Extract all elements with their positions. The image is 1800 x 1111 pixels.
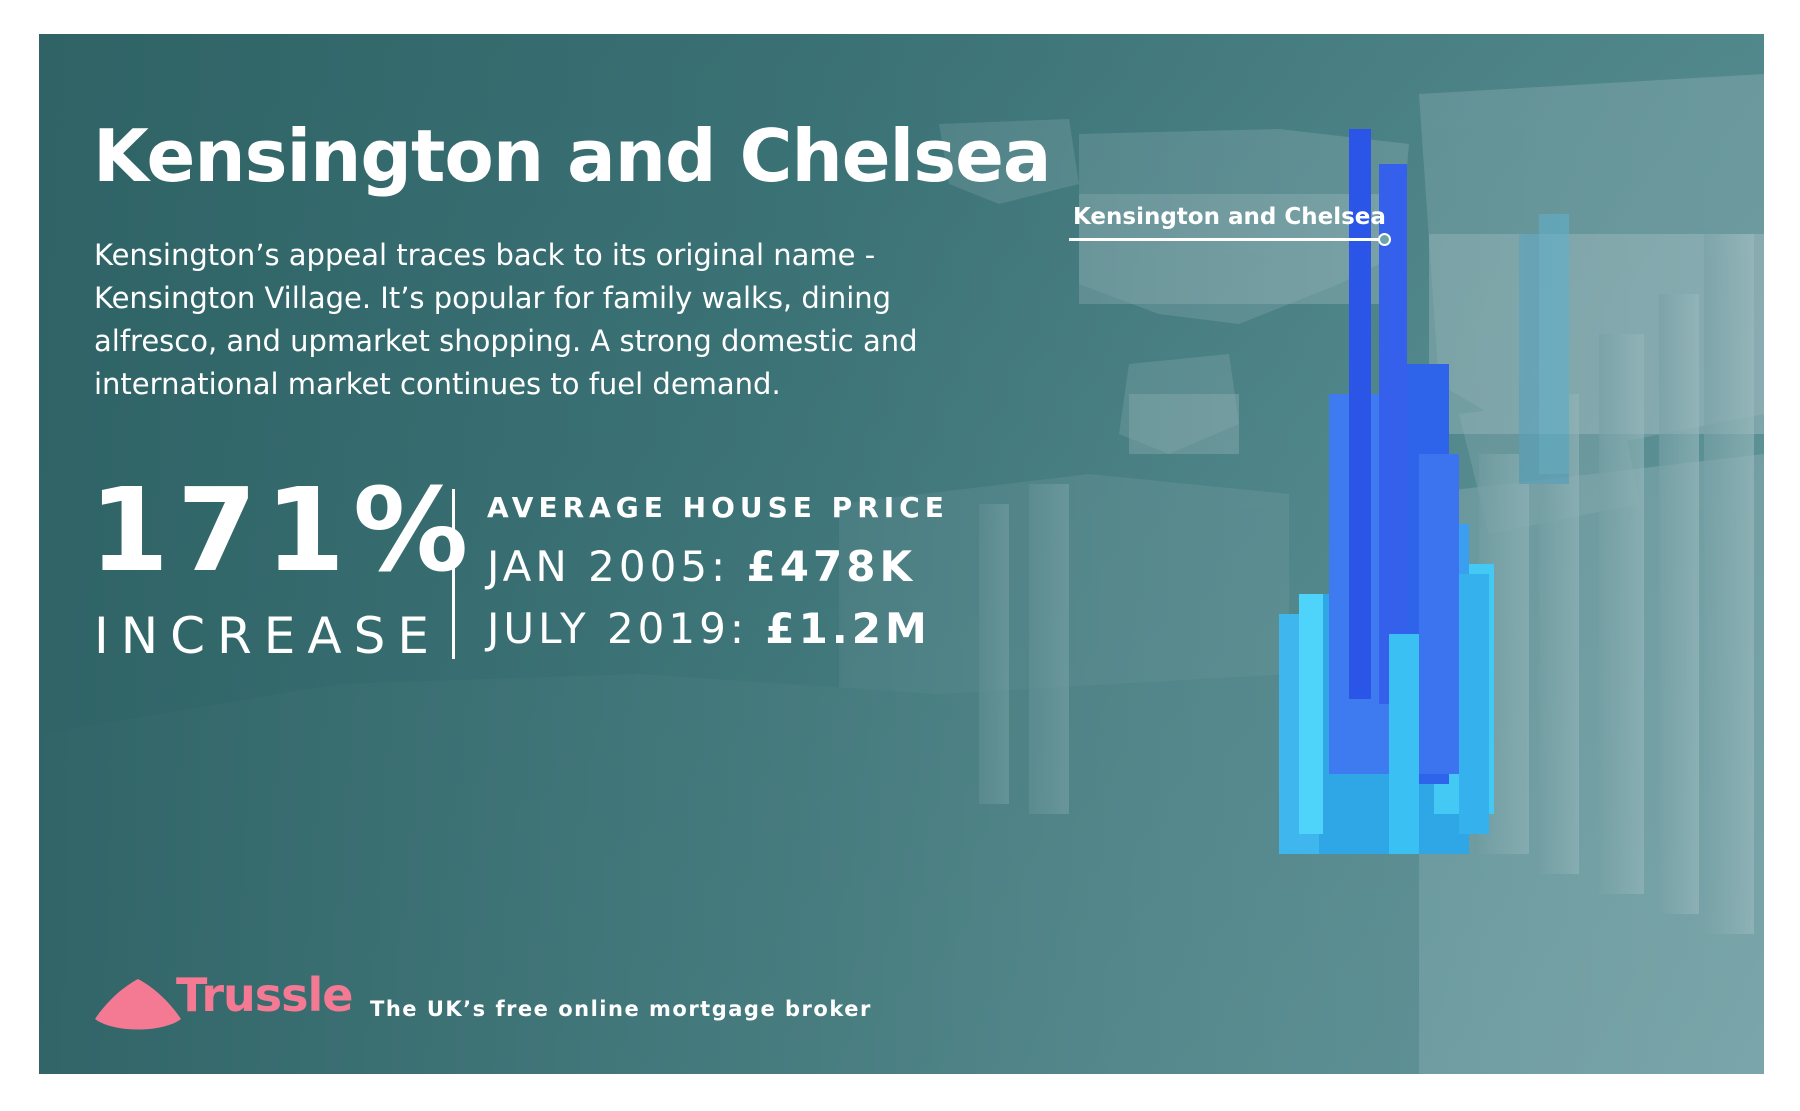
average-price-heading: AVERAGE HOUSE PRICE: [487, 491, 949, 524]
price-row-2005: JAN 2005: £478K: [487, 542, 916, 591]
brand-tagline: The UK’s free online mortgage broker: [370, 997, 872, 1021]
price-row-2019: JULY 2019: £1.2M: [487, 604, 931, 653]
page-title: Kensington and Chelsea: [93, 114, 1051, 198]
price-row-label: JULY 2019:: [487, 604, 748, 653]
3d-price-map: [39, 34, 1764, 1074]
map-label-pin-icon: [1378, 233, 1391, 246]
price-row-label: JAN 2005:: [487, 542, 730, 591]
description-text: Kensington’s appeal traces back to its o…: [94, 238, 918, 401]
price-row-value: £1.2M: [765, 604, 931, 653]
infographic-card: Kensington and Chelsea Kensington’s appe…: [39, 34, 1764, 1074]
map-label-leader-line: [1069, 238, 1381, 241]
brand-name: Trussle: [176, 968, 353, 1022]
percent-increase-value: 171%: [89, 464, 477, 598]
highlight-bars: [1279, 129, 1494, 854]
percent-increase-label: INCREASE: [94, 607, 441, 665]
price-row-value: £478K: [746, 542, 916, 591]
map-district-label: Kensington and Chelsea: [1073, 204, 1386, 230]
trussle-roof-logo-icon: [95, 979, 181, 1030]
stats-divider: [452, 489, 455, 659]
